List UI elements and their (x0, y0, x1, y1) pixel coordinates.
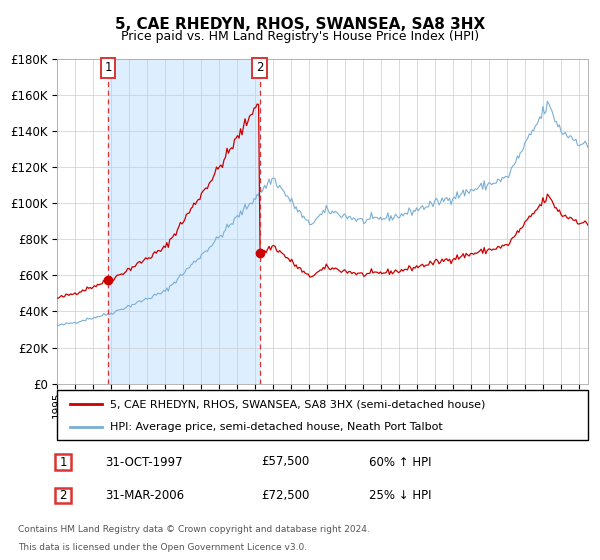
Text: 31-OCT-1997: 31-OCT-1997 (105, 455, 182, 469)
Text: 1: 1 (59, 455, 67, 469)
Text: 25% ↓ HPI: 25% ↓ HPI (369, 489, 431, 502)
Text: £72,500: £72,500 (261, 489, 310, 502)
Text: £57,500: £57,500 (261, 455, 309, 469)
Text: 1: 1 (104, 62, 112, 74)
Text: 5, CAE RHEDYN, RHOS, SWANSEA, SA8 3HX (semi-detached house): 5, CAE RHEDYN, RHOS, SWANSEA, SA8 3HX (s… (110, 399, 485, 409)
Text: Price paid vs. HM Land Registry's House Price Index (HPI): Price paid vs. HM Land Registry's House … (121, 30, 479, 43)
Text: 31-MAR-2006: 31-MAR-2006 (105, 489, 184, 502)
Text: Contains HM Land Registry data © Crown copyright and database right 2024.: Contains HM Land Registry data © Crown c… (18, 525, 370, 534)
Text: This data is licensed under the Open Government Licence v3.0.: This data is licensed under the Open Gov… (18, 543, 307, 552)
Text: 2: 2 (59, 489, 67, 502)
Text: HPI: Average price, semi-detached house, Neath Port Talbot: HPI: Average price, semi-detached house,… (110, 422, 443, 432)
Text: 2: 2 (256, 62, 263, 74)
Bar (108, 59, 260, 384)
Text: 60% ↑ HPI: 60% ↑ HPI (369, 455, 431, 469)
Text: 5, CAE RHEDYN, RHOS, SWANSEA, SA8 3HX: 5, CAE RHEDYN, RHOS, SWANSEA, SA8 3HX (115, 17, 485, 32)
